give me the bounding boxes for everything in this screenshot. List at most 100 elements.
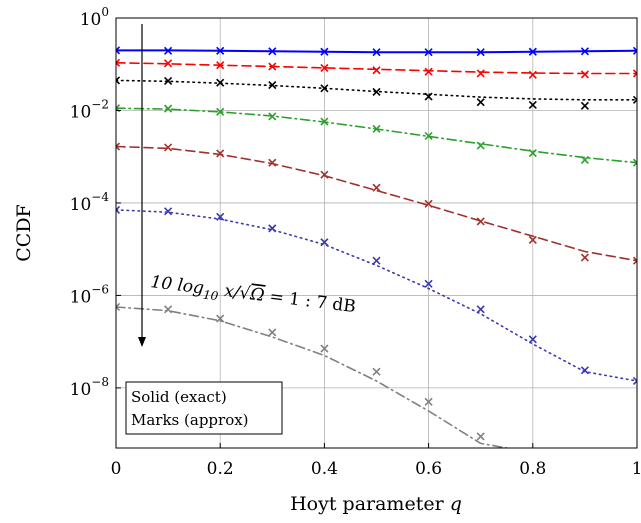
approx-marker: [476, 98, 485, 107]
approx-marker: [632, 95, 637, 104]
y-tick-label: 10−8: [70, 375, 109, 400]
x-tick-label: 0.8: [519, 459, 546, 479]
approx-marker: [320, 84, 329, 93]
approx-marker: [372, 66, 381, 75]
approx-marker: [476, 432, 485, 441]
approx-marker: [528, 47, 537, 56]
approx-marker: [424, 131, 433, 140]
approx-marker: [528, 148, 537, 158]
series-line-5: [116, 145, 637, 262]
x-tick-label: 1: [632, 459, 641, 479]
x-axis-label: Hoyt parameter q: [290, 493, 462, 515]
approx-marker: [424, 279, 433, 288]
x-tick-label: 0: [111, 459, 122, 479]
approx-marker: [320, 117, 329, 126]
approx-marker: [320, 63, 329, 73]
legend-line-exact: Solid (exact): [131, 388, 227, 406]
approx-marker: [320, 47, 329, 56]
approx-marker: [268, 328, 277, 337]
approx-marker: [580, 70, 589, 79]
approx-marker: [580, 253, 589, 262]
approx-marker: [268, 112, 277, 121]
approx-marker: [476, 48, 485, 57]
approx-marker: [372, 256, 381, 265]
approx-marker: [372, 367, 381, 376]
series-line-2: [116, 61, 637, 75]
approx-marker: [216, 212, 225, 221]
approx-marker: [528, 70, 537, 79]
approx-marker: [164, 59, 173, 68]
approx-marker: [424, 199, 433, 208]
x-tick-label: 0.4: [311, 459, 338, 479]
y-tick-label: 10−6: [70, 282, 109, 307]
approx-marker: [164, 76, 173, 85]
approx-marker: [424, 48, 433, 57]
approx-marker: [528, 100, 537, 109]
approx-marker: [216, 61, 225, 70]
approx-marker: [164, 207, 173, 216]
approx-marker: [632, 69, 637, 78]
y-tick-label: 10−2: [70, 97, 109, 122]
approx-marker: [116, 302, 121, 312]
approx-marker: [372, 183, 381, 192]
approx-marker: [424, 67, 433, 76]
approx-marker: [580, 47, 589, 56]
approx-marker: [268, 158, 277, 167]
series-layer: [116, 46, 637, 448]
y-axis-label: CCDF: [13, 204, 35, 262]
approx-marker: [372, 87, 381, 97]
approx-marker: [116, 46, 121, 55]
approx-marker: [476, 305, 485, 314]
series-line-3: [116, 79, 637, 101]
approx-marker: [216, 314, 225, 323]
y-tick-label: 100: [80, 5, 109, 30]
approx-marker: [116, 58, 121, 67]
approx-marker: [476, 69, 485, 78]
approx-marker: [268, 62, 277, 71]
series-line-4: [116, 107, 637, 164]
approx-marker: [372, 48, 381, 57]
approx-marker: [632, 256, 637, 265]
approx-marker: [580, 155, 589, 165]
approx-marker: [116, 205, 121, 214]
approx-marker: [424, 397, 433, 406]
legend-line-approx: Marks (approx): [131, 411, 249, 429]
approx-marker: [116, 142, 121, 151]
plot-frame: [115, 17, 638, 449]
approx-marker: [268, 224, 277, 233]
approx-marker: [164, 104, 173, 113]
approx-marker: [268, 47, 277, 56]
y-tick-label: 10−4: [70, 190, 110, 215]
approx-marker: [216, 107, 225, 116]
approx-marker: [320, 344, 329, 353]
approx-marker: [528, 335, 537, 344]
approx-marker: [580, 101, 589, 110]
legend-box: [125, 381, 283, 435]
approx-marker: [528, 235, 537, 245]
approx-marker: [476, 141, 485, 150]
approx-marker: [164, 143, 173, 152]
approx-marker: [580, 366, 589, 375]
series-line-7: [116, 306, 508, 448]
approx-marker: [216, 78, 225, 87]
ticks: 0 0.2 0.4 0.6 0.8 1 10−8 10−6 10−4 10−2 100: [70, 5, 641, 479]
approx-marker: [268, 80, 277, 90]
approx-marker: [320, 170, 329, 179]
approx-marker: [632, 158, 637, 167]
trend-arrowhead: [138, 337, 146, 347]
series-line-6: [116, 209, 637, 382]
x-tick-label: 0.2: [207, 459, 234, 479]
approx-marker: [164, 305, 173, 314]
approx-marker: [320, 238, 329, 247]
approx-marker: [116, 76, 121, 85]
approx-marker: [632, 376, 637, 386]
legend: Solid (exact) Marks (approx): [125, 381, 283, 435]
approx-marker: [164, 46, 173, 55]
approx-marker: [372, 124, 381, 134]
approx-marker: [476, 217, 485, 226]
approx-marker: [632, 46, 637, 55]
approx-marker: [216, 149, 225, 158]
approx-marker: [424, 92, 433, 101]
approx-marker: [216, 46, 225, 55]
